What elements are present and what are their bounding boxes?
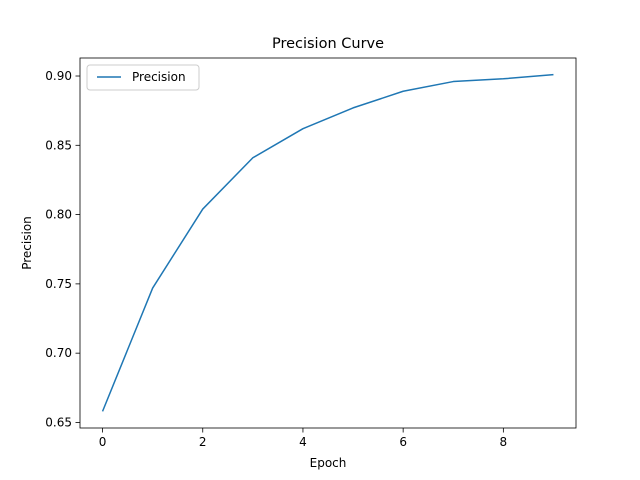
legend-entry-label: Precision bbox=[132, 70, 186, 84]
legend: Precision bbox=[86, 64, 200, 91]
y-tick-label: 0.90 bbox=[45, 69, 72, 83]
x-tick-label: 0 bbox=[99, 435, 107, 449]
x-tick-label: 6 bbox=[399, 435, 407, 449]
y-tick-label: 0.80 bbox=[45, 208, 72, 222]
plot-frame bbox=[79, 57, 577, 429]
y-tick-label: 0.75 bbox=[45, 277, 72, 291]
plot-axes bbox=[79, 57, 577, 429]
y-axis-ticks: 0.65 0.70 0.75 0.80 0.85 0.90 bbox=[45, 69, 80, 429]
y-tick-label: 0.70 bbox=[45, 346, 72, 360]
series-line-precision bbox=[101, 73, 554, 412]
y-tick-label: 0.85 bbox=[45, 138, 72, 152]
series-lines bbox=[101, 73, 554, 412]
y-axis-label: Precision bbox=[20, 216, 34, 270]
chart-title: Precision Curve bbox=[272, 36, 384, 52]
y-tick-label: 0.65 bbox=[45, 415, 72, 429]
x-tick-label: 4 bbox=[299, 435, 307, 449]
x-axis-ticks: 0 2 4 6 8 bbox=[99, 428, 507, 449]
legend-box bbox=[86, 64, 200, 91]
x-tick-label: 2 bbox=[199, 435, 207, 449]
x-axis-label: Epoch bbox=[310, 456, 347, 470]
x-tick-label: 8 bbox=[500, 435, 508, 449]
